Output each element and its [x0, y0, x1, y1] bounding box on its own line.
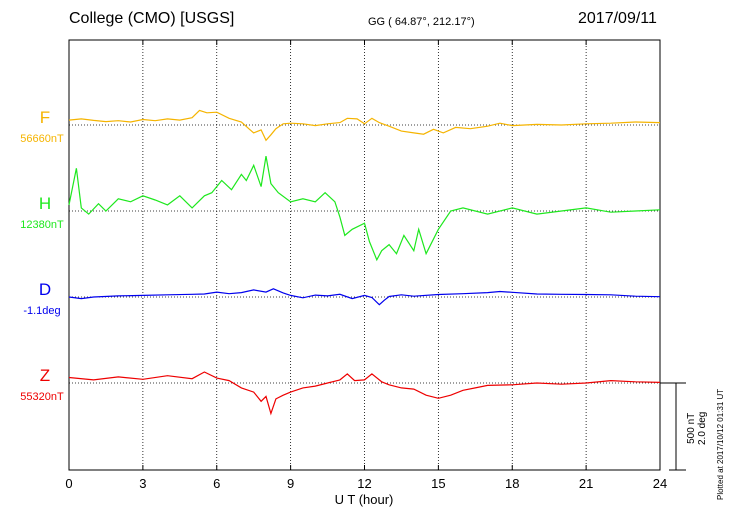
component-label: F	[40, 108, 50, 127]
baseline-value: -1.1deg	[23, 305, 60, 317]
x-tick-label: 0	[65, 476, 72, 491]
scale-nt: 500 nT	[686, 412, 697, 444]
series-line	[68, 288, 661, 306]
x-tick-label: 3	[139, 476, 146, 491]
x-tick-label: 15	[431, 476, 445, 491]
x-tick-label: 6	[213, 476, 220, 491]
coordinates-label: GG ( 64.87°, 212.17°)	[368, 16, 475, 28]
series-line	[68, 109, 661, 142]
x-axis-label: U T (hour)	[335, 492, 394, 507]
baseline-value: 12380nT	[20, 219, 64, 231]
scale-deg: 2.0 deg	[697, 411, 708, 445]
component-label: H	[39, 194, 51, 213]
x-tick-label: 24	[653, 476, 667, 491]
baseline-value: 56660nT	[20, 133, 64, 145]
component-label: Z	[40, 366, 50, 385]
station-title: College (CMO) [USGS]	[69, 10, 235, 27]
x-tick-label: 9	[287, 476, 294, 491]
x-tick-label: 21	[579, 476, 593, 491]
date-label: 2017/09/11	[578, 10, 657, 27]
component-label: D	[39, 280, 51, 299]
scale-label: 500 nT 2.0 deg	[686, 412, 708, 445]
x-tick-label: 12	[357, 476, 371, 491]
plotted-at-credit: Plotted at 2017/10/12 01:31 UT	[716, 388, 725, 500]
plot-frame	[68, 39, 661, 471]
series-line	[68, 371, 661, 416]
baseline-value: 55320nT	[20, 391, 64, 403]
x-tick-label: 18	[505, 476, 519, 491]
series-line	[68, 155, 661, 262]
